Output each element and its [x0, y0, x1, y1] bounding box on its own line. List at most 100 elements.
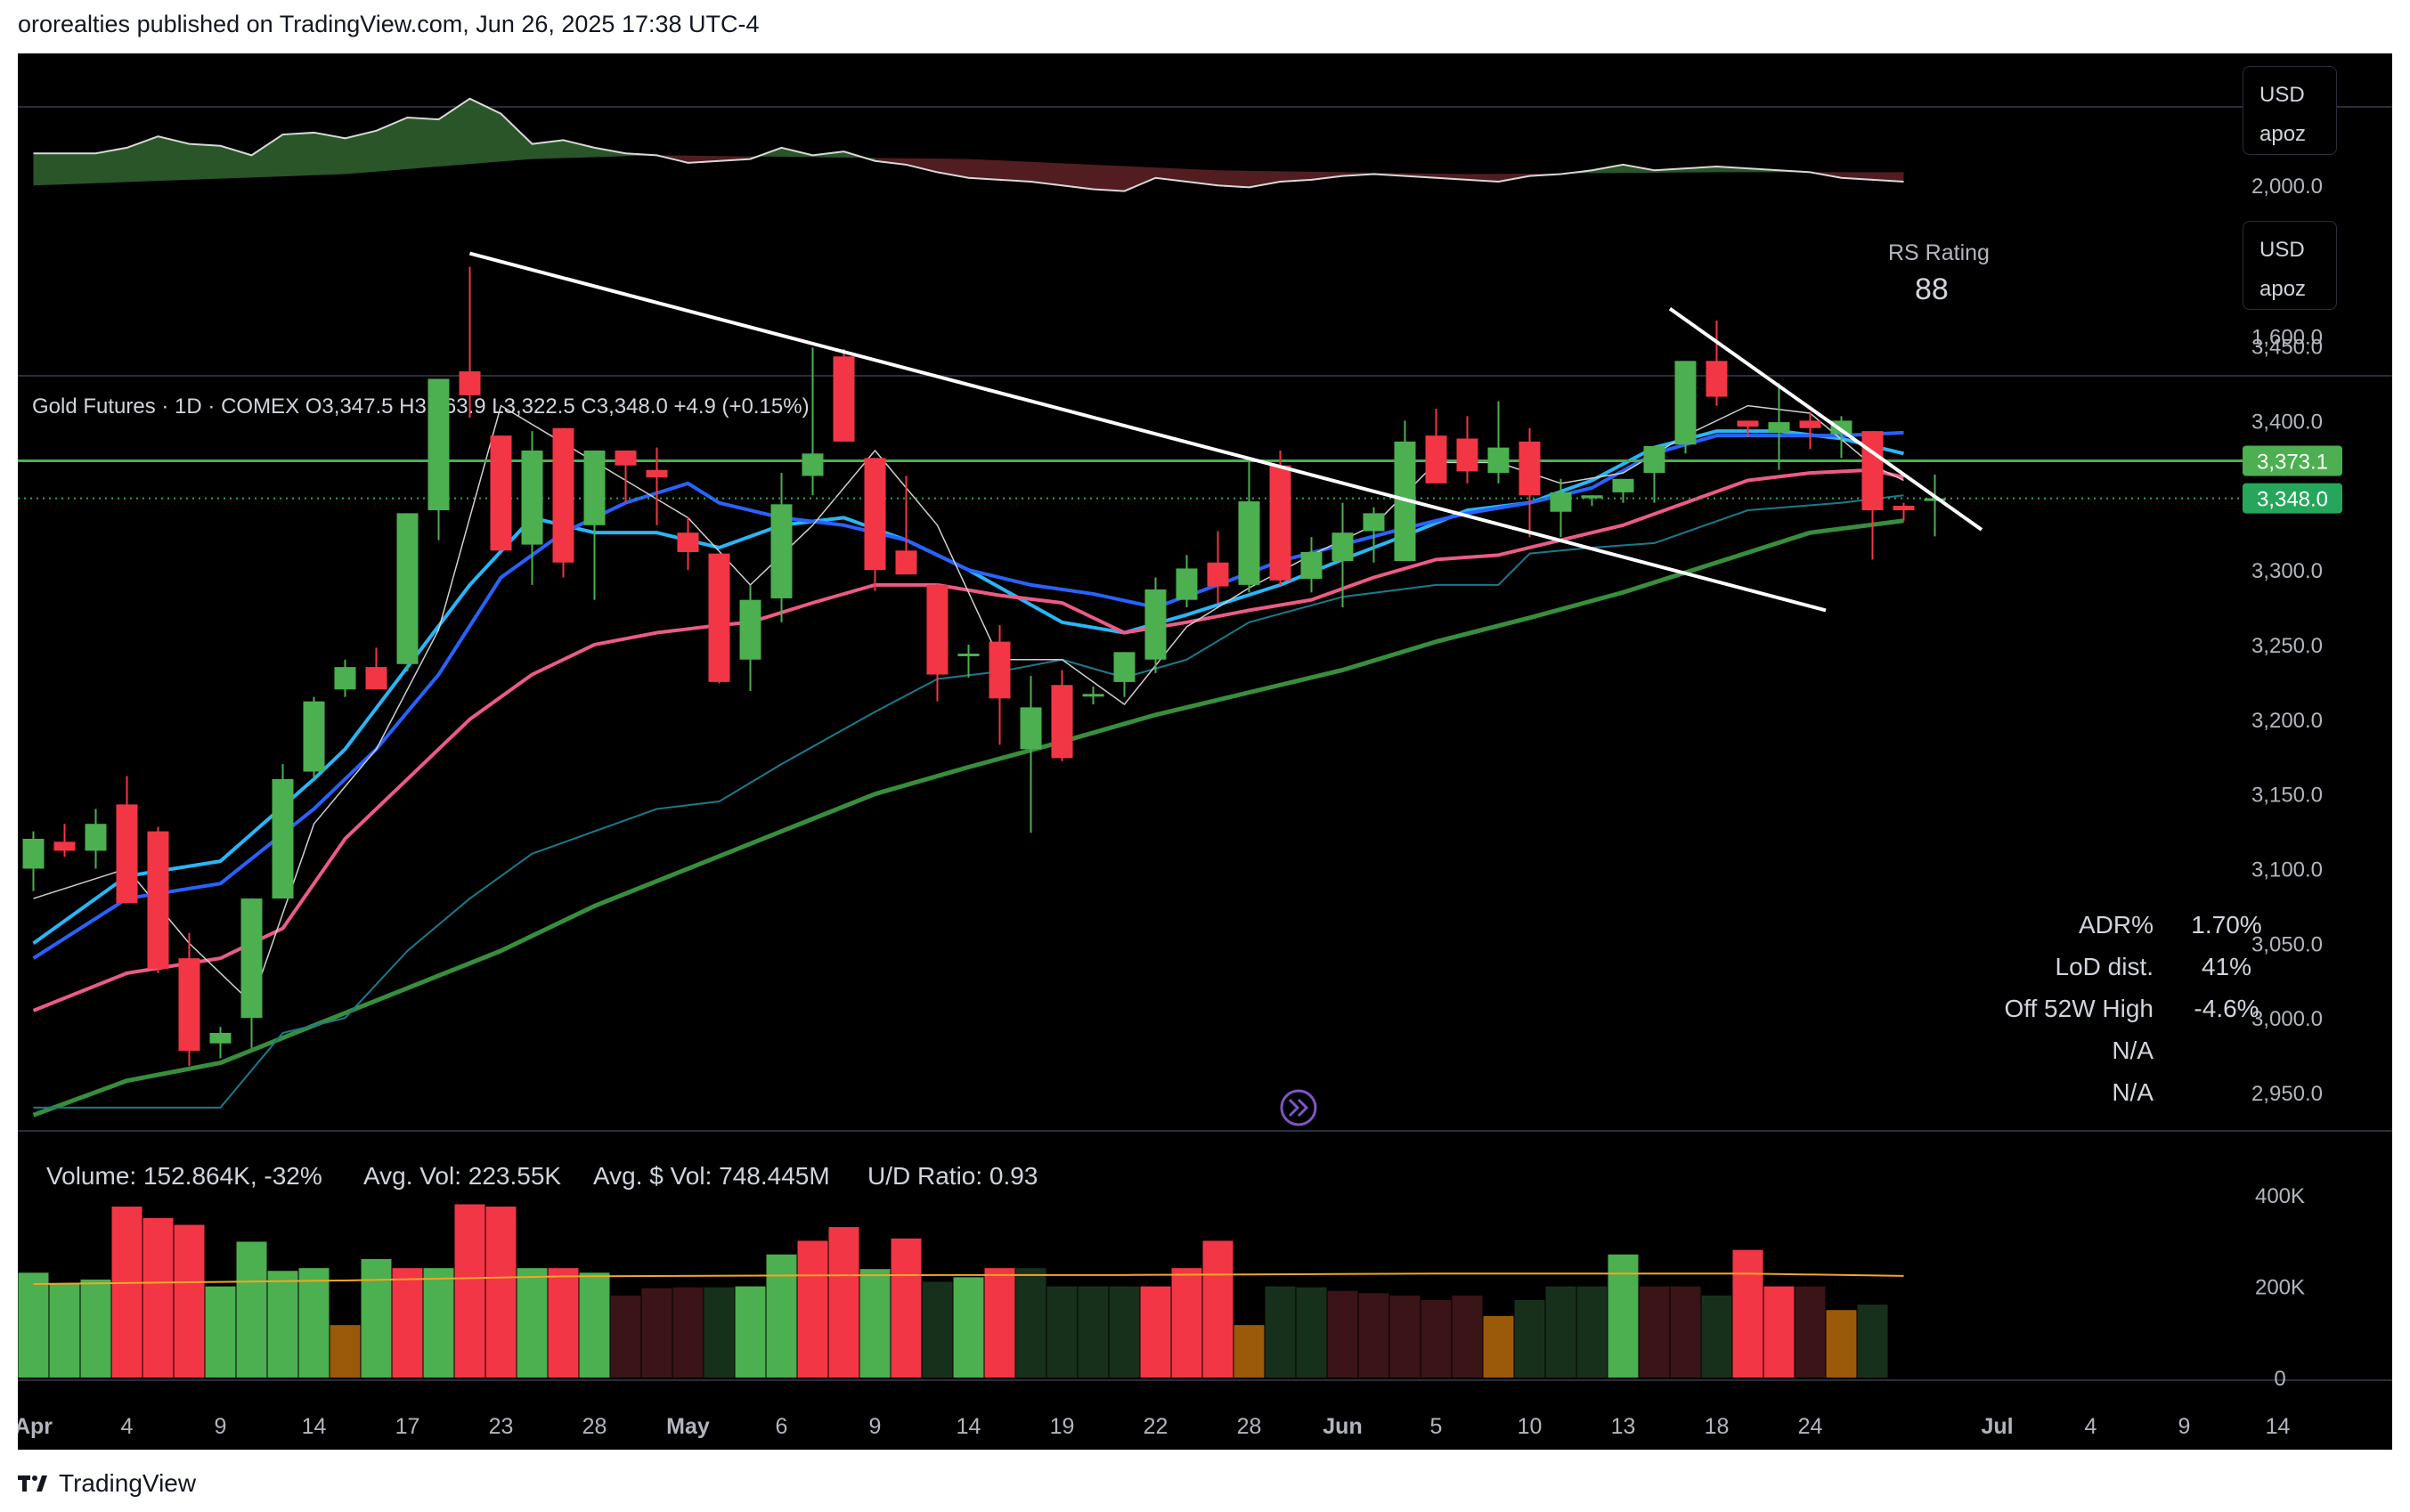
rs-scale-badge[interactable]: USD apoz [2243, 66, 2337, 155]
rs-fill-segment [407, 118, 439, 169]
trendline [1668, 306, 1983, 532]
volume-axis-tick: 400K [2255, 1184, 2305, 1208]
ohlc-legend: Gold Futures · 1D · COMEX O3,347.5 H3,36… [32, 394, 810, 419]
volume-bar [610, 1295, 641, 1378]
rs-line [33, 97, 1904, 192]
volume-bar [1233, 1325, 1265, 1378]
rs-fill-segment [501, 113, 533, 162]
rs-fill-segment [750, 147, 782, 159]
time-axis-label: 6 [776, 1414, 788, 1439]
rs-fill-segment [469, 98, 501, 165]
volume-bar [18, 1272, 49, 1378]
chart-canvas[interactable]: 2,000.0 1,600.0 RS Rating 88 Gold Futures ·… [18, 53, 2392, 1450]
rs-fill-segment [1030, 161, 1063, 186]
trendline [468, 251, 1827, 613]
candle-body [739, 599, 761, 660]
price-axis-tick: 3,100.0 [2251, 858, 2323, 882]
symbol-label: Gold Futures · 1D · COMEX [32, 394, 305, 419]
time-axis-label: 9 [2178, 1414, 2191, 1439]
scale-mode-label: apoz [2259, 277, 2307, 301]
candle-body [85, 824, 107, 851]
volume-bar [1608, 1254, 1639, 1378]
time-axis-label: Jul [1981, 1414, 2013, 1439]
rs-fill-segment [563, 140, 595, 159]
candle-body [1269, 465, 1291, 581]
time-axis-label: 18 [1705, 1414, 1730, 1439]
price-axis-tick: 3,050.0 [2251, 932, 2323, 956]
publication-header: ororealties published on TradingView.com… [18, 11, 760, 38]
candle-body [53, 841, 76, 851]
candle-body [864, 458, 886, 571]
time-axis-label: May [666, 1414, 710, 1439]
candle-body [1550, 492, 1572, 512]
moving-average-ma-cyan [32, 429, 1904, 945]
rs-fill-segment [1217, 170, 1250, 188]
rs-axis-tick: 1,600.0 [2251, 326, 2323, 350]
nav-icon-chevrons [1288, 1098, 1309, 1118]
price-axis-tick: 3,200.0 [2251, 709, 2323, 733]
volume-bar [1202, 1240, 1233, 1378]
moving-average-ma-pink [32, 467, 1904, 1012]
candle-body [1238, 500, 1260, 585]
rs-pane[interactable]: 2,000.0 1,600.0 RS Rating 88 [18, 97, 2392, 377]
time-axis-label: 14 [302, 1414, 327, 1439]
candle-body [1144, 589, 1167, 660]
avg-volume-line [33, 1272, 1904, 1286]
time-axis-label: 4 [121, 1414, 134, 1439]
time-axis-label: 14 [2266, 1414, 2291, 1439]
rs-fill-segment [999, 160, 1031, 182]
candle-body [459, 371, 481, 395]
candle-body [1768, 422, 1790, 433]
volume-bar [423, 1268, 454, 1378]
rs-fill-segment [1311, 171, 1343, 180]
time-axis[interactable]: Apr 4 9 14 17 23 28 May 6 9 14 19 22 28 Jun 5 10 13 18 24 Ju… [18, 1414, 2290, 1439]
candle-body [272, 778, 294, 899]
price-scale-badge[interactable]: USD apoz [2243, 221, 2337, 310]
candle-body [116, 804, 138, 904]
candle-body [209, 1032, 232, 1044]
fast-forward-circle-icon[interactable] [1280, 1089, 1317, 1126]
rs-fill-segment [1280, 171, 1312, 182]
rs-fill-segment [594, 147, 626, 158]
volume-bar [828, 1227, 859, 1378]
candle-body [1113, 652, 1136, 682]
candle-body [1643, 445, 1665, 474]
currency-label: USD [2259, 238, 2305, 262]
volume-bar [1015, 1268, 1046, 1378]
rs-fill-segment [158, 136, 190, 182]
candle-body [1924, 498, 1946, 501]
candle-body [1581, 495, 1603, 499]
o-value: 3,347.5 [322, 394, 399, 419]
volume-bar [142, 1217, 174, 1378]
stat-label: ADR% [2079, 911, 2154, 939]
time-axis-label: 5 [1430, 1414, 1443, 1439]
time-axis-label: 9 [215, 1414, 227, 1439]
time-axis-label: 17 [395, 1414, 420, 1439]
rs-fill-segment [282, 132, 314, 177]
l-key: L [492, 394, 503, 419]
candle-body [1331, 532, 1354, 562]
rs-fill-segment [33, 153, 96, 186]
chart-frame[interactable]: 2,000.0 1,600.0 RS Rating 88 Gold Futures ·… [18, 53, 2392, 1450]
rs-fill-segment [532, 140, 564, 159]
candle-body [1020, 707, 1042, 750]
candle-body [1861, 431, 1884, 511]
volume-bar [1078, 1286, 1109, 1378]
volume-pane[interactable]: Volume: 152.864K, -32% Avg. Vol: 223.55K A… [18, 1162, 2392, 1391]
candle-body [1612, 478, 1634, 492]
candle-body [147, 831, 169, 969]
stat-label: N/A [2112, 1078, 2154, 1106]
volume-bar [517, 1268, 548, 1378]
price-pane[interactable]: Gold Futures · 1D · COMEX O3,347.5 H3,36… [18, 251, 2392, 1132]
scale-mode-label: apoz [2259, 122, 2307, 146]
time-axis-label: Apr [18, 1414, 53, 1439]
volume-bar [1514, 1299, 1545, 1378]
candle-body [1737, 420, 1759, 427]
time-axis-label: 28 [582, 1414, 607, 1439]
candle-body [1799, 420, 1821, 428]
time-axis-label: Jun [1323, 1414, 1362, 1439]
rs-fill-segment [1249, 170, 1281, 188]
brand-name: TradingView [59, 1469, 197, 1497]
avg-volume-label: Avg. Vol: 223.55K [363, 1162, 561, 1190]
stat-value: 41% [2202, 953, 2251, 980]
